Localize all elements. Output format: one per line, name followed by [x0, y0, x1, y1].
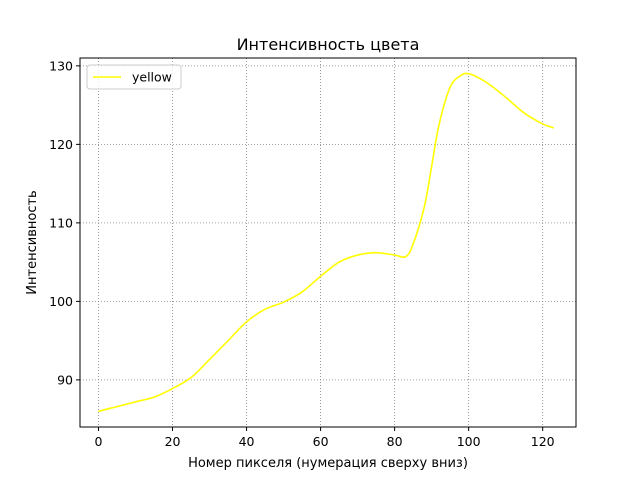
x-tick-label: 80 [387, 434, 403, 449]
y-tick-label: 130 [49, 58, 73, 73]
legend-box [86, 64, 182, 90]
x-tick-label: 120 [531, 434, 555, 449]
legend-entry-yellow: yellow [132, 70, 172, 85]
x-axis-label: Номер пикселя (нумерация сверху вниз) [188, 456, 468, 471]
y-axis-label: Интенсивность [25, 190, 40, 294]
y-tick-label: 100 [49, 294, 73, 309]
legend: yellow [86, 64, 182, 90]
x-tick-label: 60 [313, 434, 329, 449]
y-tick-label: 90 [57, 372, 73, 387]
x-tick-label: 20 [165, 434, 181, 449]
ticks: 0 20 40 60 80 100 120 90 100 110 120 130 [49, 58, 555, 449]
series-line-yellow [98, 72, 555, 413]
y-tick-label: 110 [49, 215, 73, 230]
data-layer [98, 72, 555, 413]
x-tick-label: 40 [239, 434, 255, 449]
y-tick-label: 120 [49, 137, 73, 152]
x-tick-label: 0 [95, 434, 103, 449]
chart-title: Интенсивность цвета [237, 35, 420, 54]
plot-frame [79, 57, 577, 428]
x-tick-label: 100 [457, 434, 481, 449]
